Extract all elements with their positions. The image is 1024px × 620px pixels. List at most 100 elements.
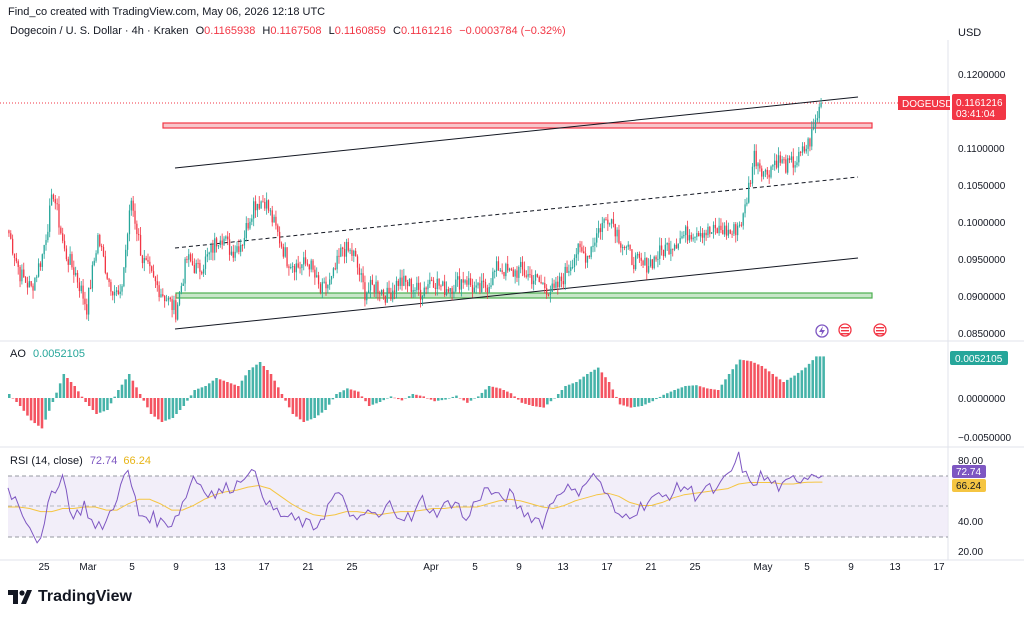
candle-body [696, 233, 698, 237]
ao-bar [749, 361, 753, 398]
candle-body [488, 286, 490, 293]
open-value: 0.1165938 [204, 25, 256, 37]
candle-body [17, 261, 19, 267]
event-icons[interactable] [815, 323, 887, 338]
candle-body [673, 244, 676, 250]
ao-bar [513, 396, 516, 398]
ao-histogram[interactable] [8, 356, 825, 429]
candle-body [529, 274, 531, 276]
candle-body [566, 266, 568, 273]
ao-bar [447, 398, 451, 399]
rsi-line[interactable] [7, 451, 823, 544]
ao-bar [716, 390, 720, 398]
candle-body [425, 287, 427, 290]
candle-body [462, 279, 464, 283]
price-tick: 0.1200000 [958, 70, 1006, 81]
rsi-label[interactable]: RSI (14, close) [10, 455, 83, 467]
channel-upper-line[interactable] [174, 96, 859, 169]
ao-label[interactable]: AO [10, 348, 26, 360]
candle-body [787, 158, 789, 173]
channel-middle-line[interactable] [174, 176, 859, 249]
candle-body [219, 240, 221, 246]
candle-body [99, 234, 101, 246]
ao-bar [120, 384, 124, 398]
candle-body [471, 285, 474, 293]
candle-body [132, 200, 134, 211]
ao-bar [222, 380, 226, 398]
last-price-badge[interactable]: DOGEUSD 0.1161216 03:41:04 [898, 94, 1006, 120]
ao-bar [615, 396, 618, 398]
candle-body [45, 240, 47, 246]
candle-body [41, 254, 43, 267]
ao-bar [684, 386, 687, 398]
candle-body [160, 294, 162, 298]
candle-body [727, 229, 730, 236]
candle-body [392, 290, 394, 300]
candle-body [672, 248, 674, 250]
candle-body [11, 238, 14, 254]
ao-bar [400, 398, 404, 401]
candle-body [597, 228, 600, 234]
ao-bar [567, 384, 571, 398]
flag-stripe [841, 330, 849, 332]
candle-body [508, 268, 511, 271]
candle-body [675, 244, 678, 249]
ao-bar [138, 394, 142, 398]
candle-body [28, 281, 30, 288]
ao-bar [77, 391, 80, 398]
channel-lower-line[interactable] [174, 257, 859, 330]
candle-body [479, 283, 481, 292]
candle-body [564, 266, 566, 285]
candles-group[interactable] [8, 97, 822, 323]
price-axis[interactable]: 0.1200000 0.1100000 0.1050000 0.1000000 … [958, 70, 1006, 340]
time-tick-label: 9 [848, 562, 854, 573]
ao-bar [360, 396, 364, 398]
candle-body [410, 279, 412, 292]
ao-bar [502, 390, 505, 398]
ao-bar [51, 398, 55, 402]
ao-bar [335, 394, 338, 398]
candle-body [306, 263, 309, 265]
ao-bar [476, 396, 480, 398]
currency-label[interactable]: USD [958, 27, 982, 39]
candle-body [505, 263, 507, 277]
candle-body [152, 271, 155, 277]
candle-body [241, 244, 244, 246]
candle-body [321, 282, 323, 294]
candle-body [76, 272, 79, 283]
candle-body [86, 304, 88, 315]
ao-axis-tick: 0.0000000 [958, 394, 1006, 405]
ao-bar [346, 388, 349, 398]
support-zone[interactable] [175, 292, 873, 299]
ao-bar [298, 398, 302, 420]
candle-body [269, 210, 272, 212]
symbol-title[interactable]: Dogecoin / U. S. Dollar · 4h · Kraken [10, 25, 189, 37]
candle-body [253, 201, 255, 219]
candle-body [423, 287, 425, 296]
resistance-zone[interactable] [162, 122, 873, 129]
ao-bar [378, 398, 382, 402]
candle-body [818, 106, 820, 119]
ao-bar [727, 374, 731, 398]
candle-body [523, 269, 526, 276]
candle-body [601, 222, 603, 232]
candle-body [332, 268, 335, 277]
candle-body [353, 250, 355, 256]
ao-bar [491, 386, 495, 398]
ao-bar [8, 394, 11, 398]
candle-body [236, 246, 238, 252]
time-axis[interactable]: 25 Mar 5 9 13 17 21 25 Apr 5 9 13 17 21 25 May 5 9 13 17 [38, 562, 945, 573]
candle-body [215, 238, 218, 247]
ao-bar [578, 379, 582, 398]
chart-creator-note: Find_co created with TradingView.com, Ma… [8, 6, 326, 18]
candle-body [798, 151, 800, 163]
candle-body [694, 236, 696, 238]
ao-bar [735, 364, 738, 398]
ao-bar [782, 382, 785, 398]
candle-body [24, 277, 27, 283]
candle-body [199, 263, 201, 272]
ao-bar [313, 398, 316, 418]
candle-body [620, 243, 622, 248]
tradingview-logo[interactable]: TradingView [8, 588, 132, 606]
